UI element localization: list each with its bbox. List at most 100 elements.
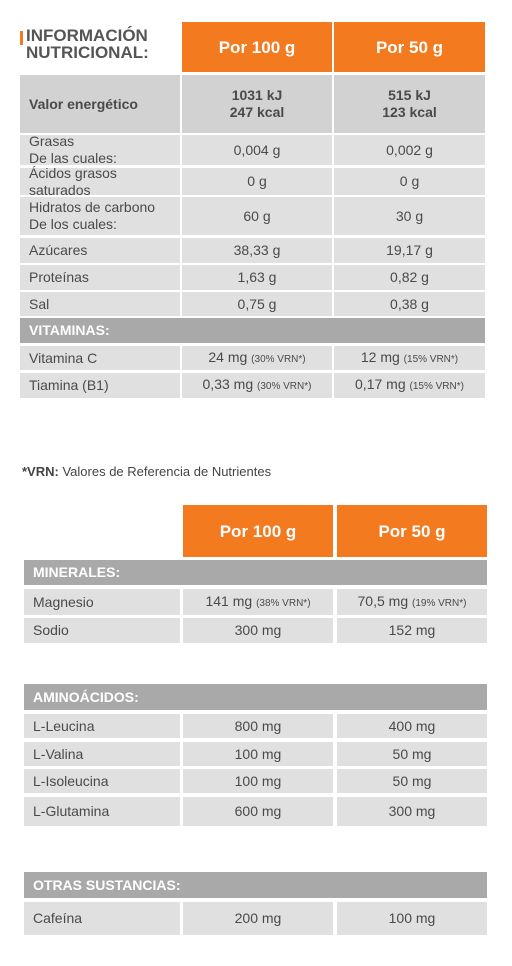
value: 0,17 mg (355, 376, 406, 392)
value-line: 515 kJ (388, 87, 431, 103)
row-label: Sodio (24, 618, 180, 643)
value-line: 50 mg (392, 772, 432, 789)
value-line: 100 mg (234, 772, 282, 789)
value-cell: 200 mg (183, 902, 333, 935)
label-line: Hidratos de carbono (29, 199, 156, 215)
value-line: 600 mg (234, 803, 282, 819)
label-line: L-Leucina (33, 717, 95, 734)
value-cell: 400 mg (337, 714, 487, 738)
footnote-term: *VRN: (22, 464, 59, 479)
title-bar (20, 31, 23, 45)
value-cell: 152 mg (337, 618, 487, 643)
column-header: Por 50 g (334, 22, 485, 72)
value-line: 12 mg (15% VRN*) (361, 349, 458, 368)
section-header: AMINOÁCIDOS: (24, 684, 487, 710)
row-label: Magnesio (24, 589, 180, 615)
value-line: 0,33 mg (30% VRN*) (203, 376, 312, 395)
row-label: L-Glutamina (24, 797, 180, 826)
value-cell: 515 kJ 123 kcal (334, 75, 485, 133)
value-line: 1,63 g (237, 269, 277, 285)
value-line: 0,75 g (237, 295, 277, 312)
title-line: NUTRICIONAL: (26, 43, 149, 62)
label-line: Sal (29, 295, 50, 312)
label-line: Proteínas (29, 269, 89, 285)
label-line: Azúcares (29, 242, 88, 258)
label-line: Ácidos grasos saturados (29, 164, 117, 198)
row-label: Sal (20, 292, 180, 316)
label-line: Vitamina C (29, 349, 98, 366)
label-line: Tiamina (B1) (29, 377, 109, 393)
label-line: Valor energético (29, 95, 138, 112)
value-line: 300 mg (388, 803, 436, 819)
column-header: Por 100 g (183, 505, 333, 557)
value-note: (15% VRN*) (409, 381, 464, 392)
value: 0,33 mg (202, 376, 254, 392)
value-cell: 800 mg (183, 714, 333, 738)
value: 24 mg (208, 348, 248, 365)
value-cell: 0,82 g (334, 265, 485, 290)
value-line: 300 mg (234, 622, 282, 638)
value-cell: 0 g (334, 168, 485, 195)
column-header: Por 50 g (337, 505, 487, 557)
value-cell: 30 g (334, 197, 485, 235)
value: 70,5 mg (357, 592, 409, 609)
value-line: 24 mg (30% VRN*) (208, 349, 305, 368)
value-cell: 19,17 g (334, 238, 485, 263)
value: 141 mg (205, 592, 253, 609)
value-cell: 0 g (182, 168, 332, 195)
value-cell: 300 mg (183, 618, 333, 643)
value: 12 mg (360, 348, 400, 365)
value-line: 30 g (395, 207, 424, 224)
value-line: 141 mg (38% VRN*) (205, 593, 310, 612)
row-label: Ácidos grasos saturados (20, 165, 180, 198)
value-line: 60 g (243, 207, 271, 224)
value-cell: 24 mg (30% VRN*) (182, 346, 332, 370)
title-line: INFORMACIÓN (26, 26, 148, 45)
row-label: Hidratos de carbono De los cuales: (20, 197, 180, 235)
value-line: 247 kcal (229, 104, 285, 120)
value-line: 38,33 g (233, 242, 281, 258)
value-cell: 100 mg (183, 742, 333, 766)
value-line: 800 mg (234, 717, 282, 734)
value-line: 0 g (399, 173, 420, 189)
row-label: Azúcares (20, 238, 180, 263)
value-cell: 0,75 g (182, 292, 332, 316)
value-note: (15% VRN*) (403, 353, 459, 365)
footnote-text: Valores de Referencia de Nutrientes (62, 464, 272, 479)
row-label: Grasas De las cuales: (20, 133, 180, 166)
label-line: Cafeína (33, 910, 83, 926)
value-note: (38% VRN*) (256, 597, 311, 609)
label-line: Sodio (33, 622, 69, 638)
value-note: (30% VRN*) (251, 353, 306, 365)
value-line: 100 mg (234, 745, 282, 762)
label-line: De las cuales: (29, 150, 117, 166)
label-line: De los cuales: (29, 216, 117, 232)
value-line: 0,002 g (386, 141, 433, 158)
value-note: (30% VRN*) (257, 381, 312, 392)
footnote: *VRN: Valores de Referencia de Nutriente… (22, 464, 271, 479)
value-cell: 0,17 mg (15% VRN*) (334, 373, 485, 398)
value-line: 0,38 g (390, 295, 429, 312)
label-line: Grasas (29, 133, 75, 149)
value-line: 19,17 g (386, 242, 433, 258)
row-label: Cafeína (24, 902, 180, 935)
value-cell: 60 g (182, 197, 332, 235)
value-cell: 300 mg (337, 797, 487, 826)
value-line: 400 mg (388, 717, 436, 734)
value-line: 0,82 g (390, 269, 429, 285)
value-cell: 50 mg (337, 742, 487, 766)
value-cell: 100 mg (183, 769, 333, 793)
section-header: VITAMINAS: (20, 318, 485, 343)
row-label: L-Valina (24, 742, 180, 766)
value-line: 123 kcal (382, 104, 437, 120)
value-cell: 70,5 mg (19% VRN*) (337, 589, 487, 615)
row-label: Vitamina C (20, 346, 180, 370)
value-note: (19% VRN*) (412, 597, 467, 609)
value-cell: 0,33 mg (30% VRN*) (182, 373, 332, 398)
value-line: 50 mg (392, 745, 432, 762)
value-cell: 12 mg (15% VRN*) (334, 346, 485, 370)
value-line: 152 mg (388, 622, 436, 638)
value-cell: 38,33 g (182, 238, 332, 263)
value-cell: 0,38 g (334, 292, 485, 316)
